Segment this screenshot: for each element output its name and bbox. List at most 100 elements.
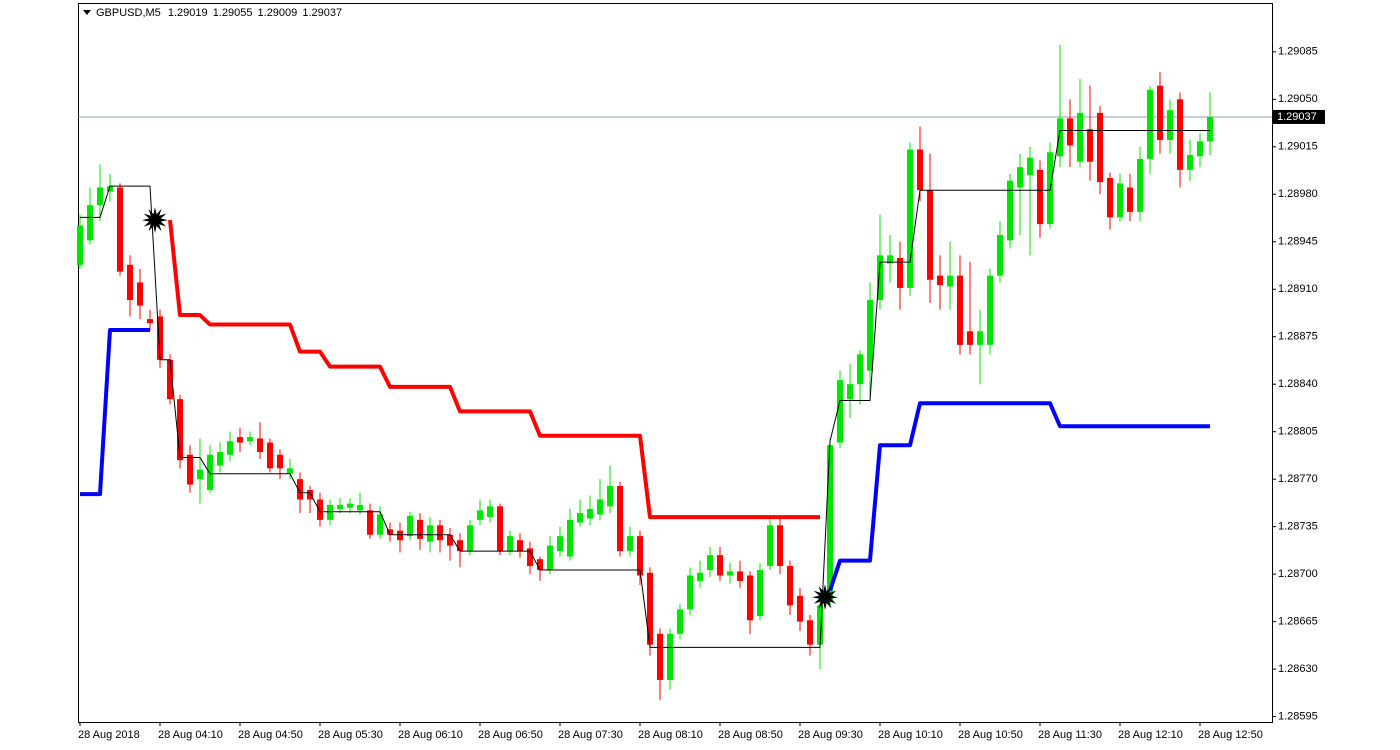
header-close: 1.29037: [302, 7, 342, 19]
candle-body: [1097, 112, 1103, 183]
candle-body: [297, 479, 303, 500]
header-high: 1.29055: [213, 7, 253, 19]
candle-body: [477, 510, 483, 520]
candle-body: [957, 275, 963, 345]
candle-body: [187, 454, 193, 485]
candle-body: [127, 264, 133, 301]
x-tick-label: 28 Aug 2018: [78, 729, 140, 741]
chart-header: GBPUSD,M5 1.29019 1.29055 1.29009 1.2903…: [96, 7, 342, 19]
candle-body: [677, 609, 683, 634]
candle-body: [687, 575, 693, 610]
candle-body: [357, 504, 363, 511]
candle-body: [747, 575, 753, 621]
candle-body: [347, 503, 353, 508]
x-tick-label: 28 Aug 10:10: [878, 729, 943, 741]
candle-body: [647, 572, 653, 645]
candle-body: [837, 380, 843, 443]
candle-body: [487, 506, 493, 518]
candle-body: [497, 506, 503, 552]
candle-body: [237, 437, 243, 443]
candle-body: [217, 452, 223, 466]
candle-body: [1067, 118, 1073, 146]
candle-body: [1087, 129, 1093, 162]
candle-body: [457, 540, 463, 552]
candle-body: [287, 468, 293, 474]
y-tick-label: 1.28805: [1278, 426, 1318, 438]
candle-body: [1157, 85, 1163, 141]
signal-star: [142, 207, 168, 234]
candle-body: [767, 525, 773, 566]
candle-body: [307, 490, 313, 500]
y-tick-label: 1.29085: [1278, 46, 1318, 58]
candle-body: [887, 255, 893, 264]
candle-body: [897, 258, 903, 288]
y-tick-label: 1.28665: [1278, 616, 1318, 628]
candle-body: [167, 359, 173, 400]
y-tick-label: 1.29050: [1278, 93, 1318, 105]
candle-body: [377, 514, 383, 535]
candle-body: [997, 234, 1003, 276]
candle-body: [857, 354, 863, 385]
y-tick-label: 1.28595: [1278, 710, 1318, 722]
candle-body: [967, 331, 973, 345]
y-tick-label: 1.28910: [1278, 283, 1318, 295]
x-tick-label: 28 Aug 08:10: [638, 729, 703, 741]
candle-body: [1117, 183, 1123, 218]
candle-body: [527, 548, 533, 566]
candle-body: [157, 316, 163, 360]
candle-body: [757, 570, 763, 617]
x-tick-label: 28 Aug 04:10: [158, 729, 223, 741]
candle-body: [1017, 167, 1023, 188]
y-tick-label: 1.28980: [1278, 188, 1318, 200]
candle-body: [257, 438, 263, 453]
candle-body: [367, 510, 373, 535]
signal-star: [812, 584, 838, 611]
candle-body: [207, 454, 213, 491]
candle-body: [817, 605, 823, 645]
candle-body: [797, 595, 803, 622]
candle-body: [567, 519, 573, 557]
header-open: 1.29019: [168, 7, 208, 19]
candle-body: [667, 633, 673, 680]
candle-body: [1207, 116, 1213, 142]
y-tick-label: 1.28630: [1278, 663, 1318, 675]
candle-body: [447, 534, 453, 546]
candle-body: [577, 513, 583, 523]
candle-body: [587, 509, 593, 519]
candle-body: [877, 255, 883, 301]
last-price-label: 1.29037: [1277, 111, 1317, 123]
candle-body: [467, 525, 473, 552]
candle-body: [1177, 99, 1183, 170]
candle-body: [177, 399, 183, 461]
x-tick-label: 28 Aug 05:30: [318, 729, 383, 741]
candle-body: [227, 441, 233, 455]
candle-body: [847, 384, 853, 400]
candle-body: [617, 485, 623, 552]
candle-body: [657, 633, 663, 680]
candle-body: [1057, 118, 1063, 157]
y-tick-label: 1.28875: [1278, 331, 1318, 343]
candle-body: [417, 519, 423, 539]
candle-body: [317, 499, 323, 520]
candle-body: [397, 530, 403, 541]
candle-body: [607, 485, 613, 507]
candle-body: [917, 149, 923, 191]
y-tick-label: 1.28945: [1278, 236, 1318, 248]
header-arrow[interactable]: [83, 10, 91, 15]
candle-body: [547, 545, 553, 571]
x-tick-label: 28 Aug 09:30: [798, 729, 863, 741]
candle-body: [737, 571, 743, 581]
candle-body: [87, 205, 93, 241]
y-tick-label: 1.28770: [1278, 473, 1318, 485]
candle-body: [807, 620, 813, 645]
candle-body: [1077, 112, 1083, 162]
candle-body: [197, 469, 203, 480]
candle-body: [597, 499, 603, 515]
candle-body: [1197, 141, 1203, 157]
y-tick-label: 1.28735: [1278, 521, 1318, 533]
candle-body: [937, 275, 943, 286]
plot-frame: [78, 3, 1273, 723]
candle-body: [867, 300, 873, 371]
